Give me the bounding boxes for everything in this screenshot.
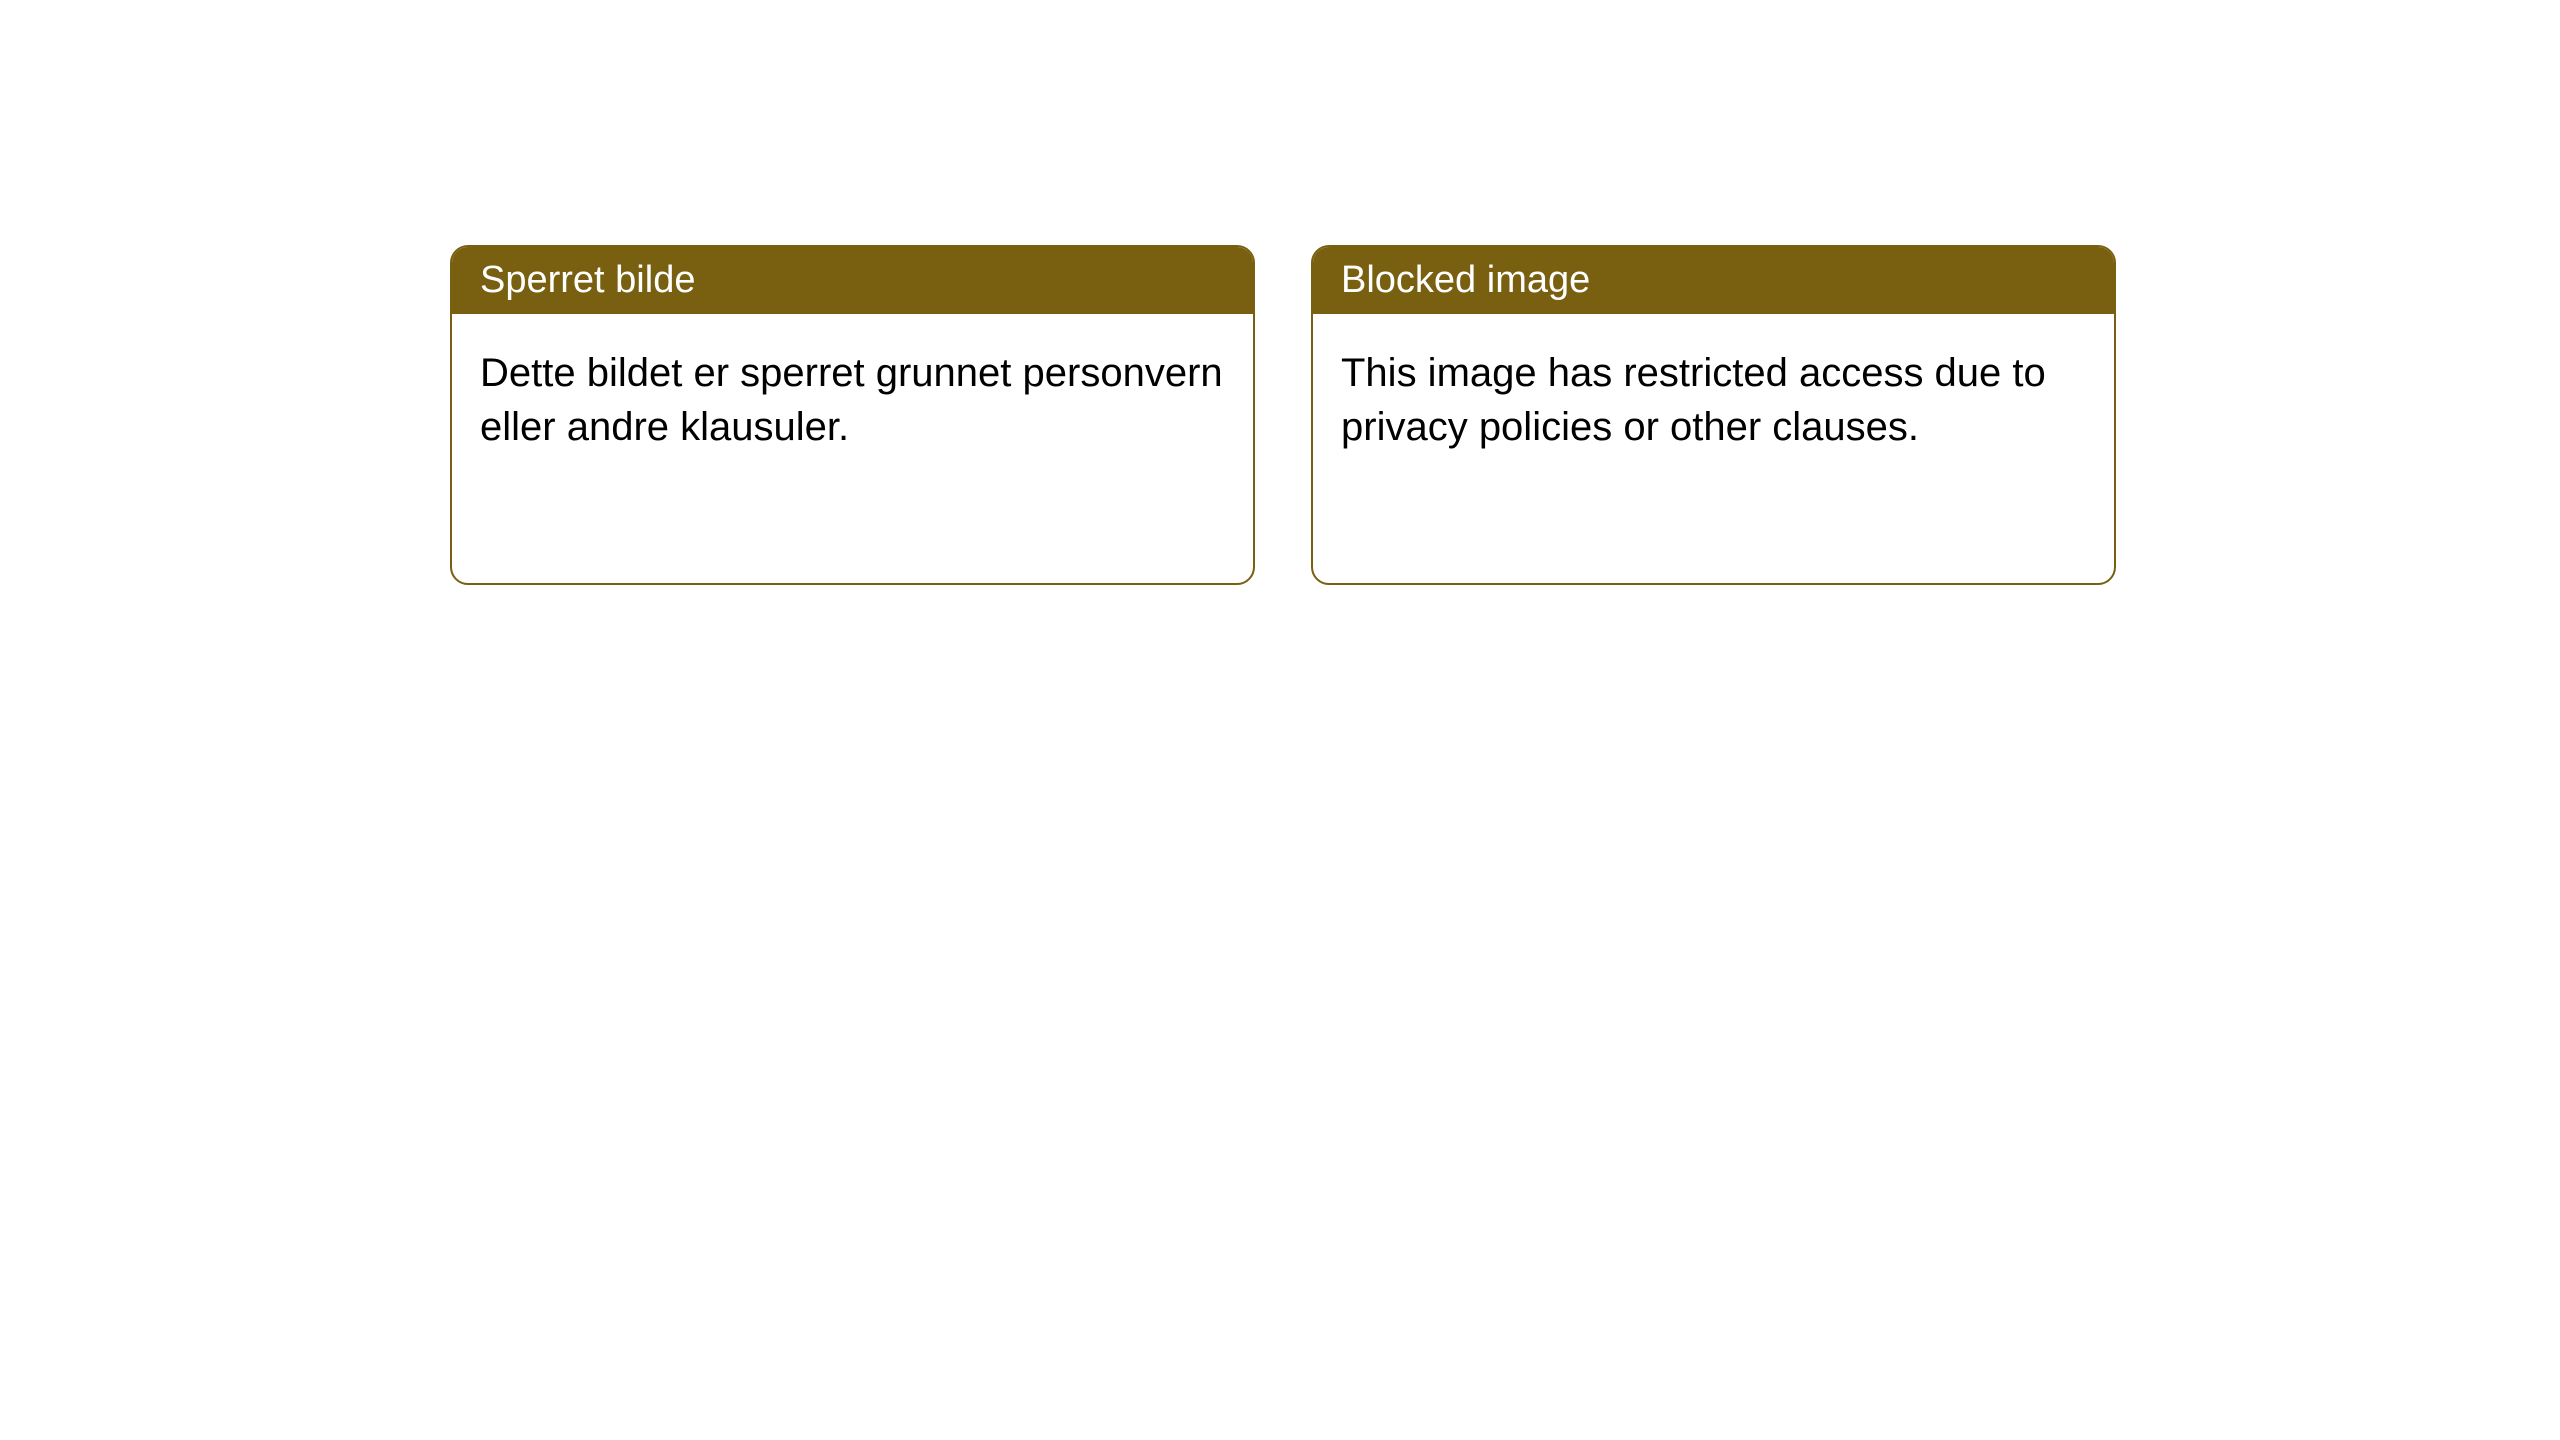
notice-box-en: Blocked image This image has restricted … (1311, 245, 2116, 585)
notice-body-en: This image has restricted access due to … (1313, 314, 2114, 583)
notice-header-en: Blocked image (1313, 247, 2114, 314)
notice-body-no: Dette bildet er sperret grunnet personve… (452, 314, 1253, 583)
notice-box-no: Sperret bilde Dette bildet er sperret gr… (450, 245, 1255, 585)
notices-container: Sperret bilde Dette bildet er sperret gr… (450, 245, 2116, 585)
notice-header-no: Sperret bilde (452, 247, 1253, 314)
